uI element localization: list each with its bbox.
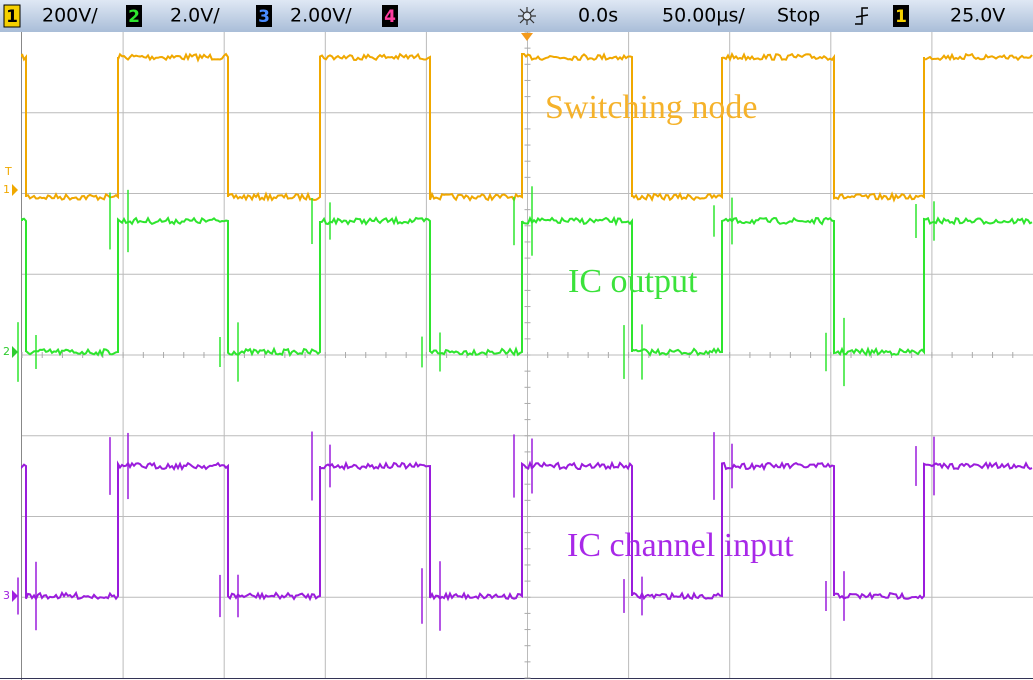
run-state[interactable]: Stop: [777, 5, 820, 27]
ch1-scale[interactable]: 200V/: [42, 5, 98, 27]
ch1-number[interactable]: 1: [6, 7, 18, 27]
status-bar: 1 200V/ 2 2.0V/ 3 2.00V/ 4 0.0s 50.00µs/…: [0, 0, 1033, 32]
ch2-marker: 2: [3, 345, 10, 358]
ch3-number[interactable]: 3: [258, 7, 270, 27]
status-bar-bg: [0, 0, 1033, 32]
trigger-slope: [855, 7, 869, 25]
ch-badge: [126, 5, 142, 27]
channel-markers: T 1 2 3: [3, 165, 18, 602]
trace: [21, 460, 1033, 602]
trace: [21, 215, 1033, 358]
trigger-level[interactable]: 25.0V: [950, 5, 1005, 27]
graticule: [21, 31, 1033, 679]
ch-badge: [3, 4, 21, 28]
ch1-marker: 1: [3, 183, 10, 196]
ch2-number[interactable]: 2: [128, 7, 140, 27]
ch3-scale[interactable]: 2.00V/: [290, 5, 352, 27]
trigger-source[interactable]: 1: [895, 7, 907, 27]
trace-label: Switching node: [545, 89, 757, 126]
acquire-icon: [518, 7, 536, 25]
waveforms: [17, 51, 1033, 631]
ch-badge: [382, 5, 398, 27]
trace: [21, 51, 1033, 203]
trace-label: IC output: [568, 263, 698, 300]
display-area: [0, 32, 1033, 680]
trigger-marker: T: [4, 165, 12, 178]
ch2-scale[interactable]: 2.0V/: [170, 5, 220, 27]
marker-arrow: [12, 590, 18, 602]
time-offset[interactable]: 0.0s: [578, 5, 618, 27]
marker-arrow: [12, 184, 18, 196]
time-scale[interactable]: 50.00µs/: [662, 5, 745, 27]
marker-arrow: [12, 346, 18, 358]
ch-badge: [893, 5, 909, 27]
ch3-marker: 3: [3, 589, 10, 602]
ch-badge: [256, 5, 272, 27]
trace-label: IC channel input: [567, 527, 794, 564]
trigger-position: [521, 33, 533, 41]
ch4-number[interactable]: 4: [384, 7, 396, 27]
